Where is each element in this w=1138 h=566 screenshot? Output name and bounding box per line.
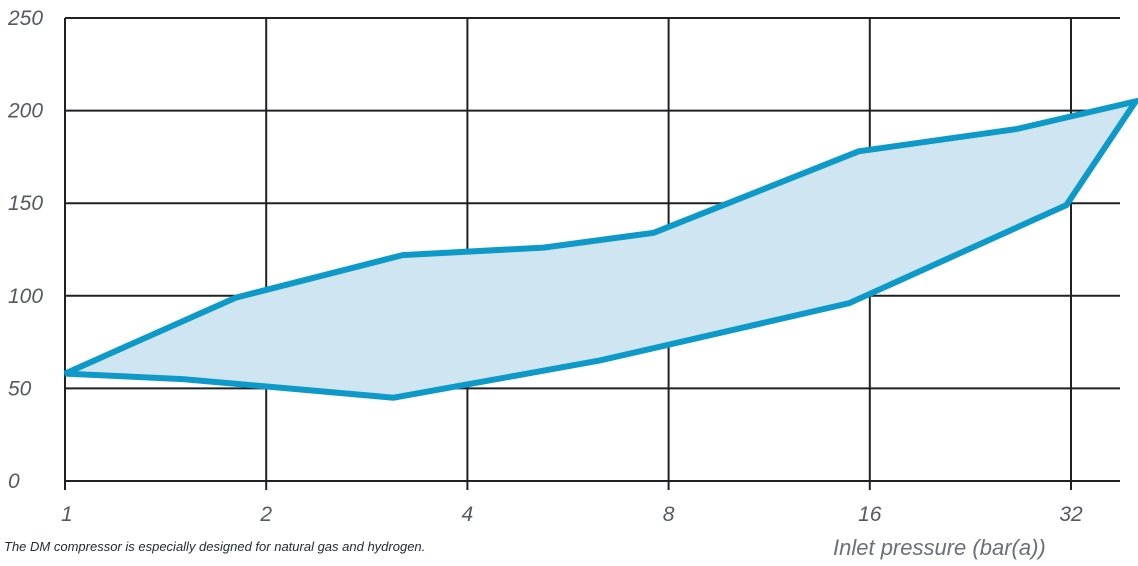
x-tick-label-1: 1 xyxy=(61,503,73,526)
chart-caption: The DM compressor is especially designed… xyxy=(4,539,426,554)
chart: 0 50 100 150 200 250 1 2 4 8 16 32 xyxy=(7,7,1138,526)
y-tick-label-50: 50 xyxy=(8,377,32,400)
y-tick-label-0: 0 xyxy=(8,470,20,493)
x-tick-label-2: 2 xyxy=(259,503,272,526)
operating-envelope xyxy=(63,97,1138,401)
x-tick-label-16: 16 xyxy=(858,503,882,526)
x-axis-label: Inlet pressure (bar(a)) xyxy=(833,535,1046,560)
y-tick-label-100: 100 xyxy=(8,285,43,308)
y-tick-label-150: 150 xyxy=(8,192,43,215)
x-tick-label-8: 8 xyxy=(663,503,675,526)
x-tick-label-4: 4 xyxy=(462,503,474,526)
x-tick-labels: 1 2 4 8 16 32 xyxy=(61,503,1083,526)
y-tick-label-250: 250 xyxy=(7,7,43,30)
y-tick-label-200: 200 xyxy=(7,100,43,123)
x-tick-label-32: 32 xyxy=(1059,503,1083,526)
y-tick-labels: 0 50 100 150 200 250 xyxy=(7,7,43,493)
envelope-area-0 xyxy=(63,97,1138,401)
